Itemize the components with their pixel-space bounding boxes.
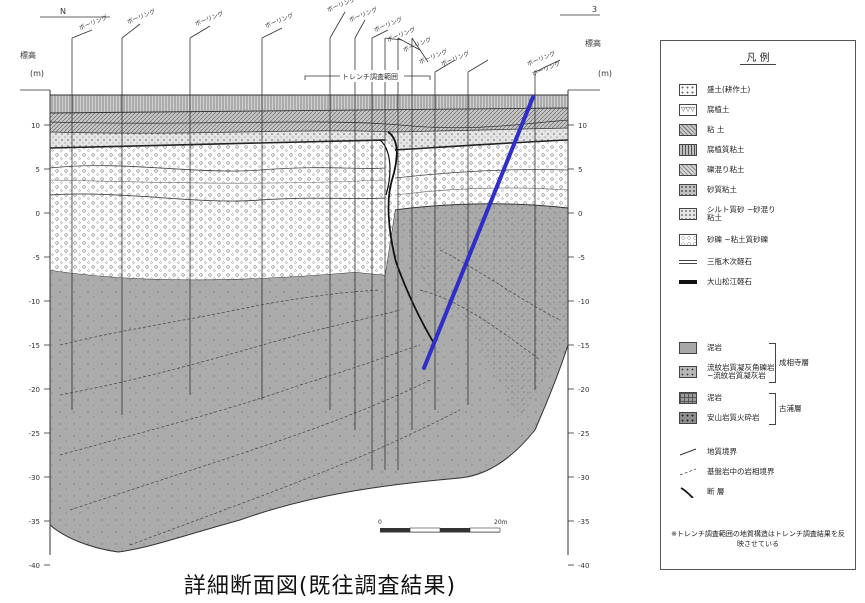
fill-swatch-icon <box>679 276 697 288</box>
diagram-caption: 詳細断面図(既往調査結果) <box>183 574 457 599</box>
boring-label: ボーリング <box>264 11 295 30</box>
elev-tick-right: -20 <box>578 386 589 394</box>
elev-tick-right: -25 <box>578 430 589 438</box>
svg-text:20m: 20m <box>494 519 508 526</box>
legend-item: 泥岩 <box>679 341 722 355</box>
legend-note: ※トレンチ調査範囲の地質構造はトレンチ調査結果を反映させている <box>671 530 845 548</box>
fault-icon <box>680 487 694 498</box>
legend-item: 大山松江軽石 <box>679 275 752 289</box>
legend-item: ▽▽▽ 腐植土 <box>679 103 730 117</box>
boring-label: ボーリング <box>326 0 357 14</box>
trench-label: トレンチ調査範囲 <box>342 72 398 81</box>
legend-item: 砂礫 ~粘土質砂礫 <box>679 229 779 251</box>
legend-item: 流紋岩質凝灰角礫岩 ~流紋岩質凝灰岩 <box>679 361 783 383</box>
right-axis-unit: (m) <box>598 69 612 78</box>
fill-swatch-icon <box>679 256 697 268</box>
elev-tick: -5 <box>33 254 40 262</box>
legend-item: 三瓶木次軽石 <box>679 255 752 269</box>
fill-swatch-icon <box>679 208 697 220</box>
group-label: 成相寺層 <box>779 358 809 367</box>
legend-item: 地質境界 <box>679 445 737 459</box>
elev-tick: -35 <box>29 518 40 526</box>
elev-tick-right: -35 <box>578 518 589 526</box>
elev-tick-right: -40 <box>578 562 589 570</box>
legend-item: 腐植質粘土 <box>679 143 745 157</box>
elev-tick-right: -5 <box>578 254 585 262</box>
elev-tick: -40 <box>29 562 40 570</box>
page-number: 3 <box>592 5 597 14</box>
boring-label: ボーリング <box>373 15 404 34</box>
legend-item: 断 層 <box>679 485 724 499</box>
elev-tick-right: 0 <box>578 210 582 218</box>
facies-line-icon <box>679 468 697 476</box>
scale-bar: 0 20m <box>378 519 508 533</box>
elev-tick-right: -30 <box>578 474 589 482</box>
north-label: N <box>60 7 66 16</box>
boring-label: ボーリング <box>126 7 157 26</box>
fill-swatch-icon <box>679 366 697 378</box>
boring-label: ボーリング <box>194 9 225 28</box>
group-label: 古浦層 <box>779 404 802 413</box>
right-axis-title: 標高 <box>585 38 601 48</box>
legend-item: 粘 土 <box>679 123 724 137</box>
fill-swatch-icon <box>679 392 697 404</box>
boundary-line-icon <box>679 448 697 456</box>
fill-swatch-icon <box>679 412 697 424</box>
fill-swatch-icon <box>679 84 697 96</box>
elev-tick: 0 <box>36 210 40 218</box>
elev-tick: -20 <box>29 386 40 394</box>
elev-tick: 5 <box>36 166 40 174</box>
svg-text:0: 0 <box>378 519 382 526</box>
elev-tick: -15 <box>29 342 40 350</box>
legend-item: 基盤岩中の岩相境界 <box>679 465 775 479</box>
fault-trace-line <box>422 95 535 370</box>
boring-label: ボーリング <box>402 35 433 54</box>
elev-tick-right: 5 <box>578 166 582 174</box>
fill-swatch-icon <box>679 342 697 354</box>
cross-section-diagram: 10 5 0 -5 -10 -15 -20 -25 -30 -35 -40 10… <box>20 0 612 570</box>
elev-tick: 10 <box>31 122 40 130</box>
legend-panel: 凡 例 盛土(耕作土) ▽▽▽ 腐植土 粘 土 腐植質粘土 礫混り粘土 砂質粘土 … <box>660 40 856 570</box>
elev-tick: -10 <box>29 298 40 306</box>
legend-item: 安山岩質火砕岩 <box>679 411 760 425</box>
legend-item: 盛土(耕作土) <box>679 83 750 97</box>
legend-item: 砂質粘土 <box>679 183 737 197</box>
legend-item: 泥岩 <box>679 391 722 405</box>
legend-item: 礫混り粘土 <box>679 163 745 177</box>
left-axis-title: 標高 <box>20 50 36 60</box>
fill-swatch-icon <box>679 144 697 156</box>
elev-tick: -30 <box>29 474 40 482</box>
left-axis-unit: (m) <box>30 69 44 78</box>
fill-swatch-icon <box>679 164 697 176</box>
elev-tick-right: 10 <box>578 122 587 130</box>
fill-swatch-icon <box>679 124 697 136</box>
elev-tick: -25 <box>29 430 40 438</box>
fill-swatch-icon: ▽▽▽ <box>679 104 697 116</box>
legend-title: 凡 例 <box>740 53 776 65</box>
boring-label: ボーリング <box>78 13 109 32</box>
fill-swatch-icon <box>679 184 697 196</box>
boring-label: ボーリング <box>348 5 379 24</box>
elev-tick-right: -10 <box>578 298 589 306</box>
elev-tick-right: -15 <box>578 342 589 350</box>
legend-item: シルト質砂 ~砂混り粘土 <box>679 203 779 225</box>
fill-swatch-icon <box>679 234 697 246</box>
